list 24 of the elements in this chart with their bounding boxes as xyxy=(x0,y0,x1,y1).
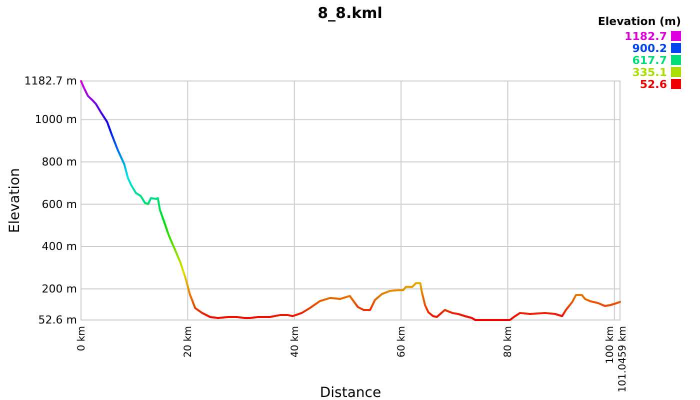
y-tick-label: 1000 m xyxy=(34,113,77,126)
y-tick-label: 800 m xyxy=(42,155,77,168)
y-tick-label: 52.6 m xyxy=(38,314,77,327)
color-bar-label: 52.6 xyxy=(640,78,668,91)
x-tick-label: 20 km xyxy=(183,326,194,358)
x-tick-label: 100 km xyxy=(604,326,616,364)
x-tick-label: 60 km xyxy=(396,326,408,358)
chart-title: 8_8.kml xyxy=(318,4,382,22)
y-axis-title: Elevation xyxy=(7,168,23,234)
y-tick-label: 200 m xyxy=(42,282,77,296)
x-tick-label: 0 km xyxy=(76,326,88,352)
color-bar-title: Elevation (m) xyxy=(598,15,681,28)
y-tick-label: 600 m xyxy=(42,198,77,211)
color-bar-label: 335.1 xyxy=(632,66,667,79)
x-tick-label: 101.0459 km xyxy=(618,326,628,392)
color-bar-label: 900.2 xyxy=(632,42,667,55)
line-series xyxy=(80,80,621,321)
y-tick-label: 1182.7 m xyxy=(24,74,77,88)
x-axis-title: Distance xyxy=(320,385,382,400)
x-tick-label: 80 km xyxy=(503,326,514,358)
color-bar-label: 1182.7 xyxy=(624,30,667,43)
y-tick-label: 400 m xyxy=(42,240,77,254)
color-bar-label: 617.7 xyxy=(632,54,667,67)
x-tick-label: 40 km xyxy=(290,326,301,358)
